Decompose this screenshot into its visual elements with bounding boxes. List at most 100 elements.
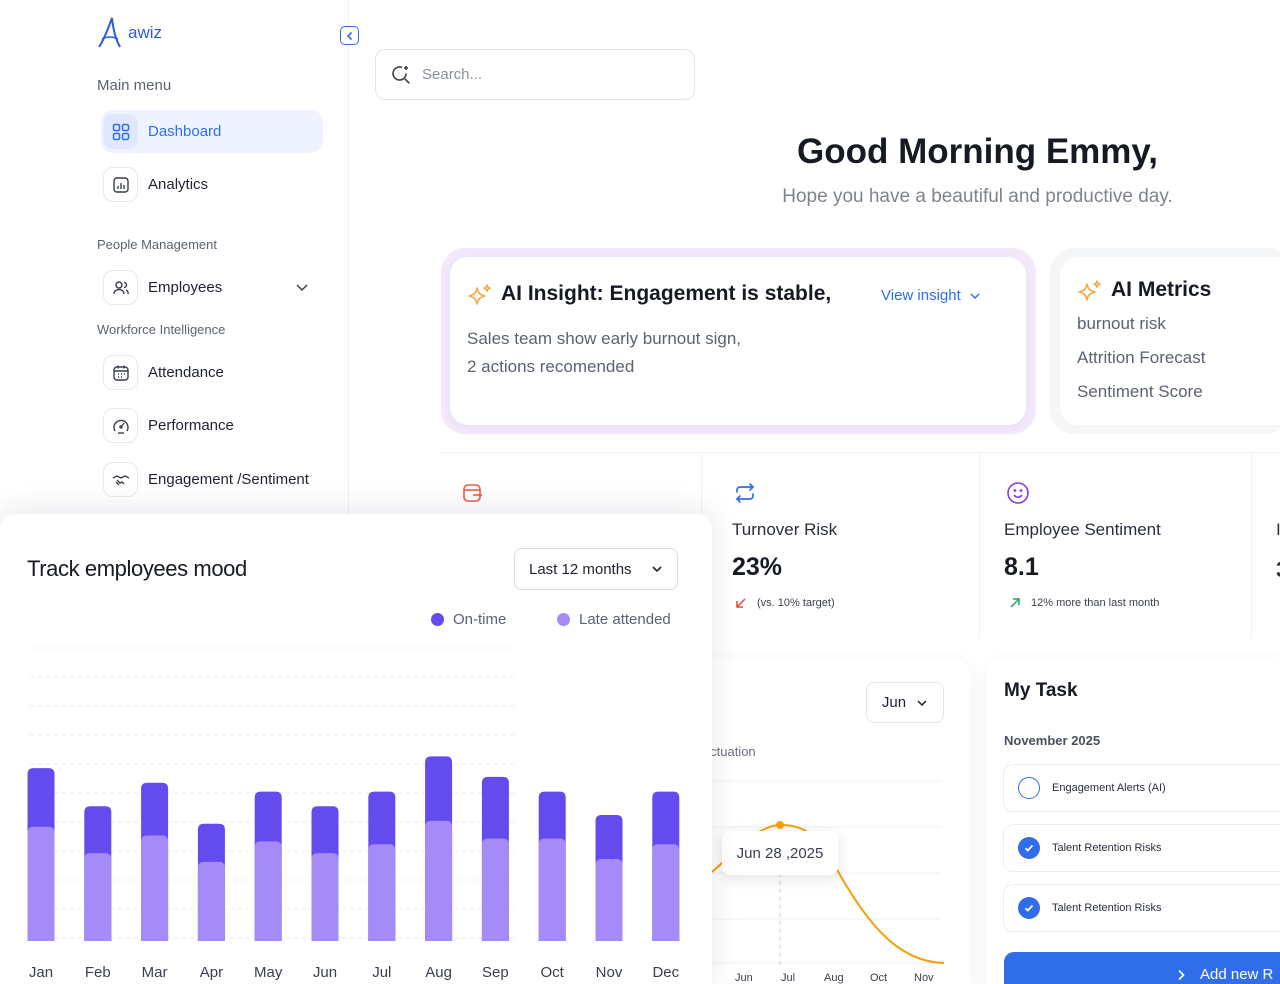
legend-label: On-time [453,611,507,628]
task-label: Talent Retention Risks [1052,902,1162,914]
x-axis-label: Feb [85,964,111,981]
sparkle-icon [1078,280,1101,301]
sidebar-item-attendance[interactable]: Attendance [101,351,323,394]
chevron-left-icon [346,31,352,40]
task-item[interactable]: Talent Retention Risks [1003,824,1280,872]
grid-icon [103,114,138,149]
sidebar-item-performance[interactable]: Performance [101,404,323,447]
x-axis-label: Sep [482,964,509,981]
x-axis-label: Nov [914,972,934,984]
x-axis-label: May [254,964,283,981]
bar-oct[interactable] [538,791,566,941]
sidebar-item-label: Engagement /Sentiment [148,471,309,488]
task-label: Engagement Alerts (AI) [1052,782,1166,794]
bar-dec[interactable] [652,791,680,941]
bar-late-dec[interactable] [652,844,680,941]
view-insight-label: View insight [881,287,961,304]
x-axis-label: Jun [735,972,753,984]
sidebar-item-employees[interactable]: Employees [101,266,323,309]
sidebar-item-analytics[interactable]: Analytics [101,163,323,206]
ai-insight-card: AI Insight: Engagement is stable, View i… [450,257,1026,425]
employee-sentiment-value: 8.1 [1004,553,1039,581]
fluctuation-subtitle: luctuation [700,744,756,759]
my-task-title: My Task [1004,680,1078,701]
chart-tooltip: Jun 28 ,2025 [722,831,838,875]
metric-item[interactable]: Sentiment Score [1077,382,1203,401]
greeting-subtitle: Hope you have a beautiful and productive… [782,186,1173,207]
metric-item[interactable]: Attrition Forecast [1077,348,1206,367]
handshake-icon [103,462,138,497]
bar-mar[interactable] [141,782,169,941]
metric-item[interactable]: burnout risk [1077,314,1166,333]
legend-dot [431,613,444,626]
employee-sentiment-note-text: 12% more than last month [1031,597,1160,609]
bar-late-nov[interactable] [595,858,623,941]
bar-feb[interactable] [84,806,112,941]
bar-late-jan[interactable] [27,826,55,941]
bar-late-feb[interactable] [84,853,112,941]
bar-late-jul[interactable] [368,844,396,941]
gauge-icon [103,408,138,443]
legend-dot [557,613,570,626]
x-axis-label: Mar [142,964,168,981]
task-item[interactable]: Talent Retention Risks [1003,884,1280,932]
turnover-risk-label: Turnover Risk [732,520,838,539]
bar-nov[interactable] [595,815,623,941]
bar-jun[interactable] [311,806,339,941]
x-axis-label: Oct [870,972,888,984]
x-axis-label: Dec [652,964,679,981]
analytics-icon [103,167,138,202]
bar-late-apr[interactable] [197,861,225,941]
sparkle-icon [468,284,491,305]
arrow-up-right-icon [1010,598,1020,608]
smile-icon [1007,482,1029,504]
bar-aug[interactable] [425,756,453,941]
bar-late-jun[interactable] [311,853,339,941]
sidebar-item-engagement[interactable]: Engagement /Sentiment [101,458,323,501]
bar-jan[interactable] [27,768,55,941]
month-select[interactable]: Jun [866,682,944,723]
sidebar-item-label: Attendance [148,364,224,381]
bar-late-oct[interactable] [538,838,566,941]
bar-late-aug[interactable] [425,820,453,941]
add-new-task-label: Add new R [1200,966,1274,983]
chevron-right-icon [1178,969,1185,980]
turnover-risk-value: 23% [732,553,783,581]
bar-sep[interactable] [481,776,509,941]
insight-desc-line: 2 actions recomended [467,357,635,376]
view-insight-button[interactable]: View insight [881,287,981,304]
ai-search-icon [392,65,410,84]
chevron-down-icon[interactable] [295,280,309,294]
task-item[interactable]: Engagement Alerts (AI) [1003,764,1280,812]
x-axis-label: Nov [596,964,623,981]
legend-item-ontime: On-time [431,611,506,628]
repeat-icon [736,483,754,503]
search-input[interactable] [422,66,662,83]
legend-label: Late attended [579,611,671,628]
unchecked-circle-icon[interactable] [1018,777,1040,799]
check-circle-icon[interactable] [1018,837,1040,859]
divider [1251,453,1252,639]
collapse-sidebar-button[interactable] [340,26,359,45]
bar-may[interactable] [254,791,282,941]
sidebar-item-label: Analytics [148,176,209,193]
users-icon [103,270,138,305]
x-axis-label: Apr [200,964,223,981]
sidebar-item-dashboard[interactable]: Dashboard [101,110,323,153]
ai-insight-title: AI Insight: Engagement is stable, [501,282,832,305]
bar-late-may[interactable] [254,841,282,941]
month-select-value: Jun [881,694,907,711]
bar-late-mar[interactable] [141,835,169,941]
period-select[interactable]: Last 12 months [514,548,678,590]
calendar-icon [103,355,138,390]
bar-late-sep[interactable] [481,838,509,941]
bar-apr[interactable] [197,823,225,941]
check-circle-icon[interactable] [1018,897,1040,919]
ai-metrics-card: AI Metrics burnout risk Attrition Foreca… [1060,257,1280,425]
logo[interactable]: awiz [96,16,162,50]
turnover-risk-note: (vs. 10% target) [735,597,835,609]
search-bar[interactable] [375,49,695,100]
mood-bar-chart: Jan Feb Mar Apr May Jun Jul Aug Sep Oct Nov Dec [27,647,680,981]
bar-jul[interactable] [368,791,396,941]
add-new-task-button[interactable]: Add new R [1004,952,1280,984]
